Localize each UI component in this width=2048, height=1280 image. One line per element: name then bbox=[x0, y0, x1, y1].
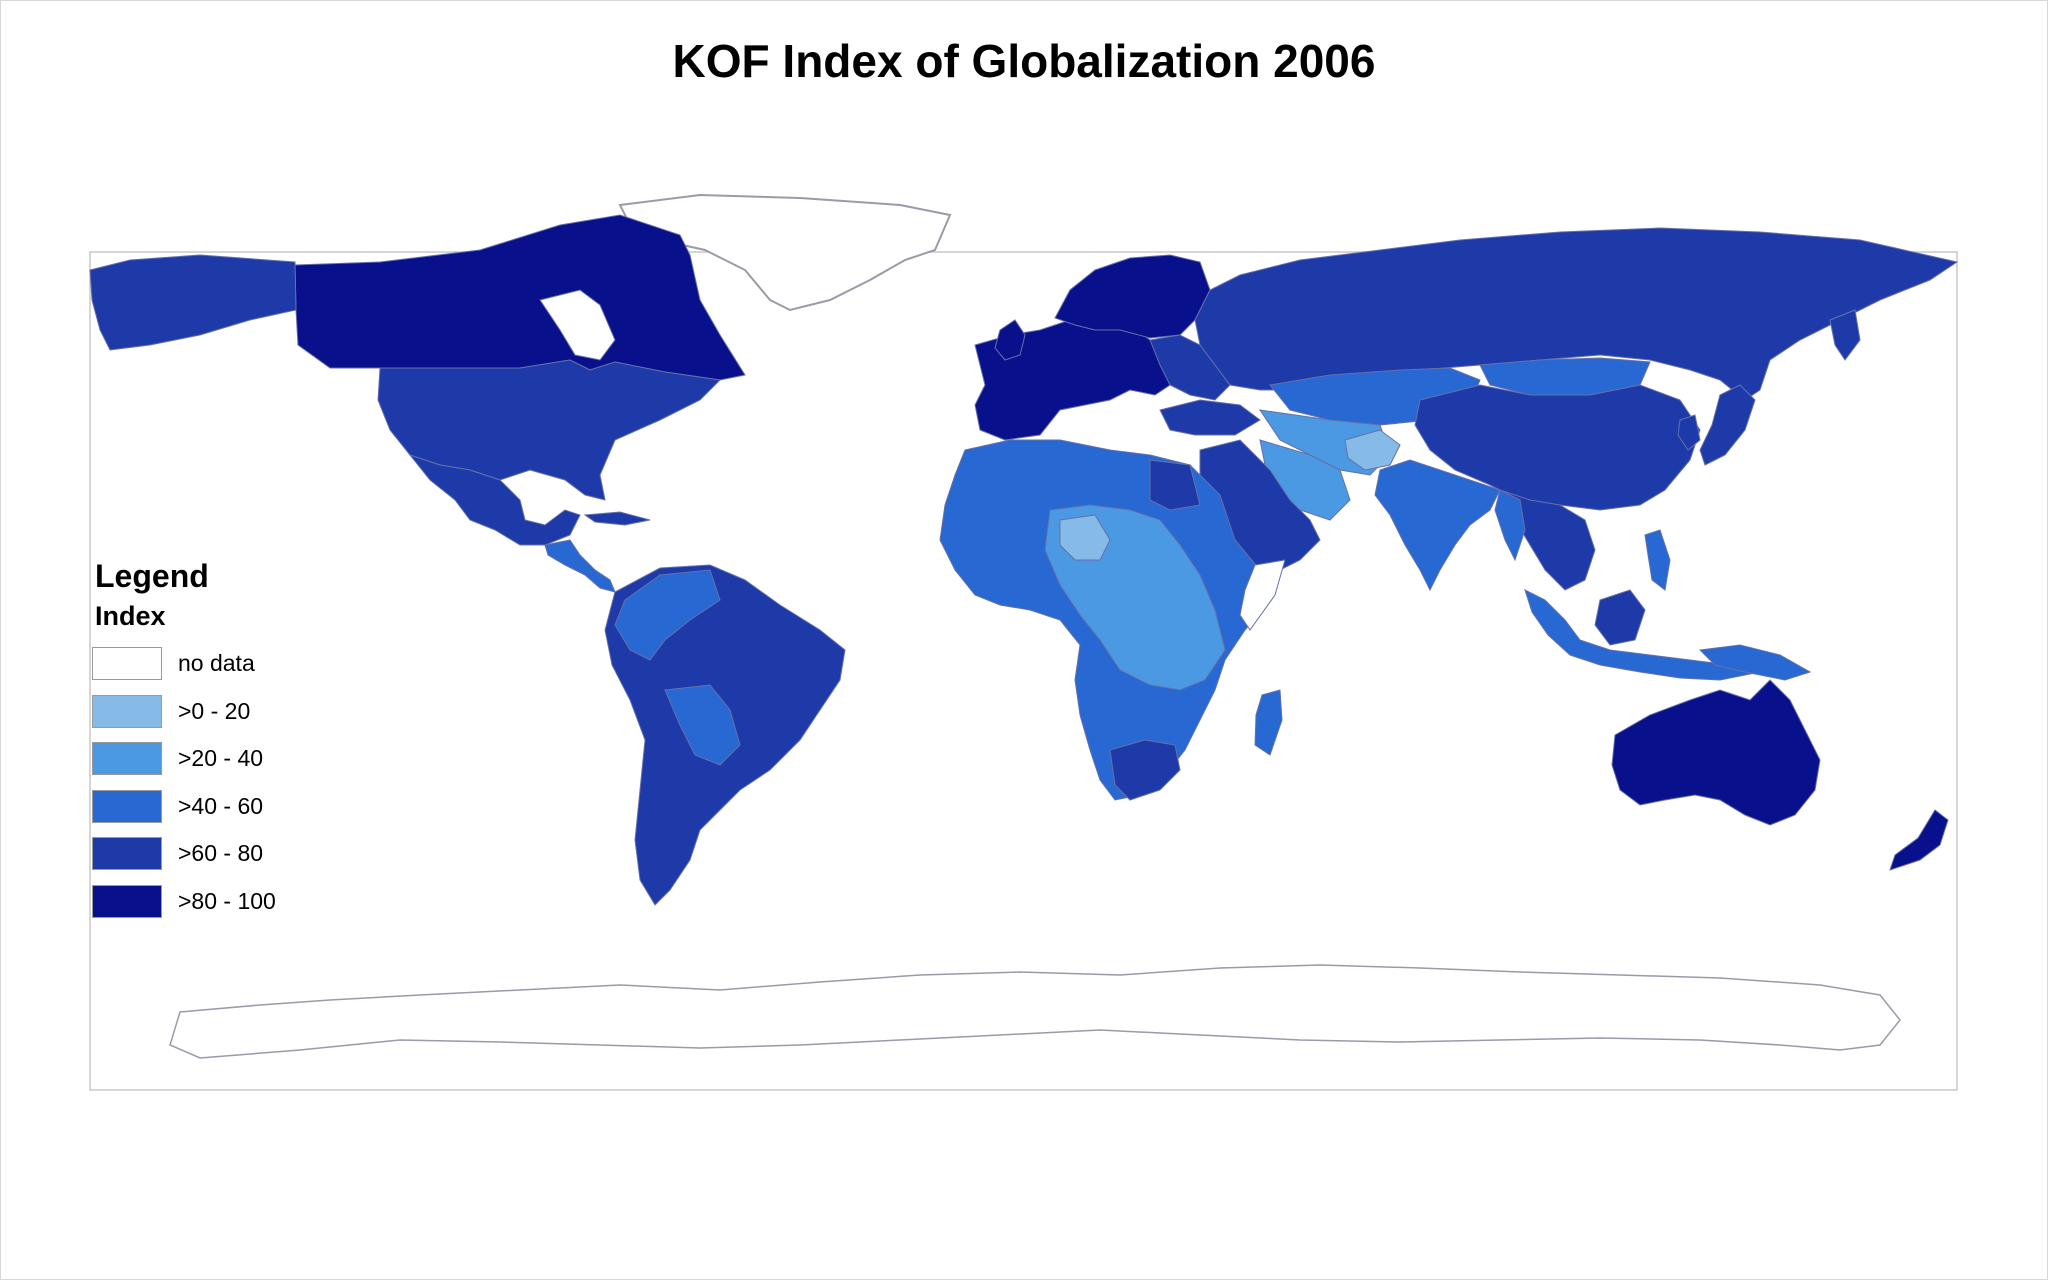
region-bolivia-paraguay bbox=[664, 684, 741, 766]
legend-subtitle: Index bbox=[95, 601, 166, 631]
legend-label: >80 - 100 bbox=[178, 887, 276, 914]
region-antarctica bbox=[169, 964, 1901, 1059]
region-egypt bbox=[1149, 459, 1201, 511]
legend-label: >20 - 40 bbox=[178, 745, 264, 771]
region-alaska bbox=[89, 254, 297, 351]
legend-title: Legend bbox=[95, 558, 209, 594]
region-mexico bbox=[408, 453, 581, 546]
region-new-zealand bbox=[1889, 809, 1949, 871]
region-low-index-africa bbox=[1059, 514, 1111, 561]
region-australia bbox=[1611, 679, 1821, 826]
legend-item: >80 - 100 bbox=[92, 884, 332, 919]
region-myanmar bbox=[1494, 489, 1526, 562]
region-indochina bbox=[1499, 489, 1596, 591]
region-new-guinea bbox=[1698, 644, 1812, 681]
region-scandinavia bbox=[1054, 254, 1211, 339]
legend-label: >40 - 60 bbox=[178, 792, 264, 819]
region-philippines bbox=[1644, 529, 1671, 591]
region-southern-africa bbox=[1109, 739, 1181, 801]
region-china bbox=[1414, 384, 1701, 511]
region-turkey bbox=[1159, 399, 1261, 436]
region-japan bbox=[1699, 384, 1756, 466]
region-andes-countries bbox=[614, 569, 721, 661]
region-somalia bbox=[1239, 559, 1286, 631]
legend-swatch bbox=[92, 789, 162, 823]
region-central-america bbox=[544, 539, 616, 593]
region-canada bbox=[294, 214, 746, 381]
region-south-asia bbox=[1374, 459, 1501, 592]
region-borneo bbox=[1594, 589, 1646, 646]
legend-swatch bbox=[92, 837, 162, 870]
legend-label: no data bbox=[178, 650, 255, 676]
legend-item: >0 - 20 bbox=[92, 694, 332, 729]
legend-swatch bbox=[92, 884, 162, 918]
legend-swatch bbox=[92, 694, 162, 728]
legend-swatch bbox=[92, 647, 162, 680]
legend-item: >20 - 40 bbox=[92, 741, 332, 776]
region-cuba bbox=[583, 511, 651, 526]
legend-swatch bbox=[92, 742, 162, 775]
region-uk bbox=[994, 319, 1026, 361]
region-korea bbox=[1677, 414, 1701, 451]
legend-label: >60 - 80 bbox=[178, 840, 264, 866]
map-title: KOF Index of Globalization 2006 bbox=[672, 35, 1376, 87]
legend-item: >40 - 60 bbox=[92, 789, 332, 824]
legend-item: >60 - 80 bbox=[92, 836, 332, 871]
legend-items: no data >0 - 20 >20 - 40 >40 - 60 >60 - 80 >8… bbox=[92, 646, 332, 919]
legend-label: >0 - 20 bbox=[178, 697, 251, 724]
legend: Legend Index no data >0 - 20 >20 - 40 >40 -… bbox=[92, 558, 332, 931]
region-eastern-europe bbox=[1149, 334, 1231, 401]
legend-item: no data bbox=[92, 646, 332, 681]
map-extent-border bbox=[89, 251, 1958, 1091]
region-madagascar bbox=[1254, 689, 1283, 756]
region-afghanistan bbox=[1344, 429, 1401, 471]
region-hudson-bay bbox=[539, 289, 616, 361]
region-kamchatka bbox=[1829, 309, 1861, 361]
